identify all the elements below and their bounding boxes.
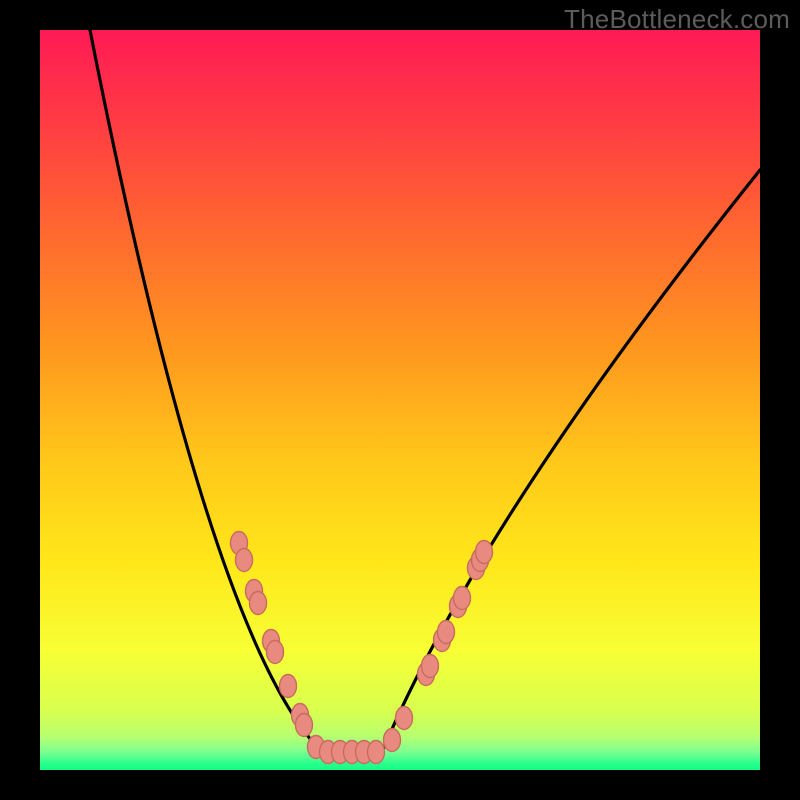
marker-point <box>438 621 455 644</box>
chart-canvas: TheBottleneck.com <box>0 0 800 800</box>
bottleneck-curve-plot <box>0 0 800 800</box>
gradient-background <box>40 30 760 770</box>
marker-point <box>250 592 267 615</box>
marker-point <box>422 655 439 678</box>
marker-point <box>267 641 284 664</box>
marker-point <box>454 587 471 610</box>
marker-point <box>396 707 413 730</box>
marker-point <box>236 549 253 572</box>
marker-point <box>476 541 493 564</box>
marker-point <box>280 675 297 698</box>
marker-point <box>296 714 313 737</box>
marker-point <box>368 741 385 764</box>
marker-point <box>384 729 401 752</box>
